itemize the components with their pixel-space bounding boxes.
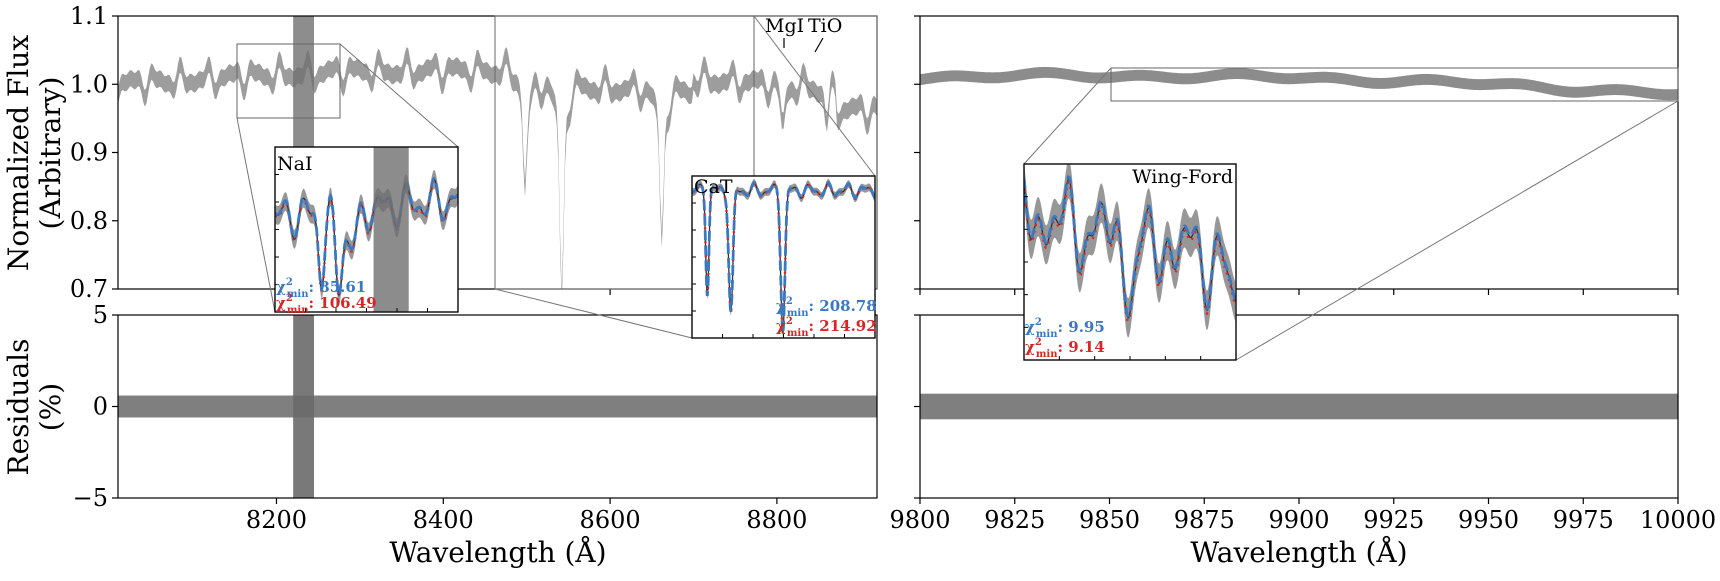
- residual-band-right: [920, 393, 1678, 420]
- y-axis-label-top: Normalized Flux (Arbitrary): [2, 35, 67, 271]
- x-tick-label-10000: 10000: [1640, 506, 1716, 534]
- residual-panel-right: 9800 9825 9850 9875 9900 9925 9950 9975 10000: [889, 314, 1716, 534]
- x-tick-label-8600: 8600: [580, 506, 641, 534]
- flux-right-plot-area: [920, 66, 1678, 101]
- zoom-box-nai: [236, 43, 341, 119]
- label-cat: CaT: [694, 176, 733, 198]
- x-tick-label-8400: 8400: [413, 506, 474, 534]
- connector-nai-1: [236, 117, 276, 313]
- insetNa-blue-fit: [275, 176, 458, 298]
- flux-panel-left: 0.7 0.8 0.9 1.0 1.1: [70, 2, 878, 303]
- connector-wf-1: [1023, 67, 1112, 165]
- x-tick-label-9875: 9875: [1174, 506, 1235, 534]
- connector-cat-1: [494, 288, 693, 339]
- y-tick-label-1.1: 1.1: [70, 2, 108, 30]
- connector-cat-2: [753, 15, 876, 177]
- residual-left-plot-area: [118, 315, 877, 498]
- inset-wing-ford: [1023, 163, 1237, 361]
- x-axis-label-left: Wavelength (Å): [389, 536, 606, 569]
- y-tick-label-0.9: 0.9: [70, 139, 108, 167]
- x-tick-label-9825: 9825: [984, 506, 1045, 534]
- x-axis-label-right: Wavelength (Å): [1190, 536, 1407, 569]
- x-tick-label-9900: 9900: [1268, 506, 1329, 534]
- connector-nai-2: [339, 43, 459, 148]
- label-wing-ford: Wing-Ford: [1132, 166, 1233, 188]
- insetCa-plot-area: [692, 179, 875, 338]
- y-axis-label-bottom: Residuals (%): [2, 339, 67, 476]
- x-tick-label-9975: 9975: [1553, 506, 1614, 534]
- svg-text:Normalized Flux: Normalized Flux: [2, 35, 35, 271]
- residual-panel-left: −5 0 5 8200 8400 8600 8800: [73, 301, 878, 534]
- svg-text:(Arbitrary): (Arbitrary): [34, 77, 67, 230]
- label-mgi: MgI: [765, 15, 804, 37]
- x-tick-label-8800: 8800: [746, 506, 807, 534]
- zoom-indicators: [236, 15, 1679, 361]
- insetNa-shaded-region: [373, 147, 409, 312]
- y-tick-label-5: 5: [93, 301, 108, 329]
- label-tio: TiO: [808, 15, 842, 37]
- y-tick-label--5: −5: [73, 484, 108, 512]
- y-tick-label-0.7: 0.7: [70, 275, 108, 303]
- insetWF-plot-area: [1024, 164, 1236, 338]
- residual-right-plot-area: [920, 393, 1678, 420]
- uncertainty-band-right: [920, 66, 1678, 101]
- y-tick-label-1: 1.0: [70, 70, 108, 98]
- insetCa-blue-fit: [692, 180, 875, 334]
- inset-cat: [691, 175, 876, 339]
- insetWF-band: [1024, 164, 1236, 338]
- x-tick-label-9925: 9925: [1363, 506, 1424, 534]
- x-tick-label-8200: 8200: [246, 506, 307, 534]
- tio-marker: [814, 37, 824, 53]
- zoom-box-wf: [1110, 67, 1679, 102]
- shaded-region-bottom: [293, 315, 315, 498]
- uncertainty-band-left: [118, 47, 877, 289]
- x-tick-label-9950: 9950: [1458, 506, 1519, 534]
- inset-nai: [274, 146, 459, 313]
- chi-nai-blue: χ2 min: 85.61: [276, 277, 366, 300]
- insetNa-plot-area: [275, 147, 458, 312]
- residual-band-left: [118, 395, 877, 418]
- y-tick-label-0.8: 0.8: [70, 207, 108, 235]
- x-tick-label-9800: 9800: [889, 506, 950, 534]
- x-tick-label-9850: 9850: [1079, 506, 1140, 534]
- svg-text:Residuals: Residuals: [2, 339, 35, 476]
- y-tick-label-0: 0: [93, 393, 108, 421]
- svg-text:(%): (%): [34, 383, 67, 431]
- insetWF-blue-fit: [1024, 175, 1236, 318]
- connector-wf-2: [1235, 100, 1679, 361]
- label-nai: NaI: [277, 153, 312, 175]
